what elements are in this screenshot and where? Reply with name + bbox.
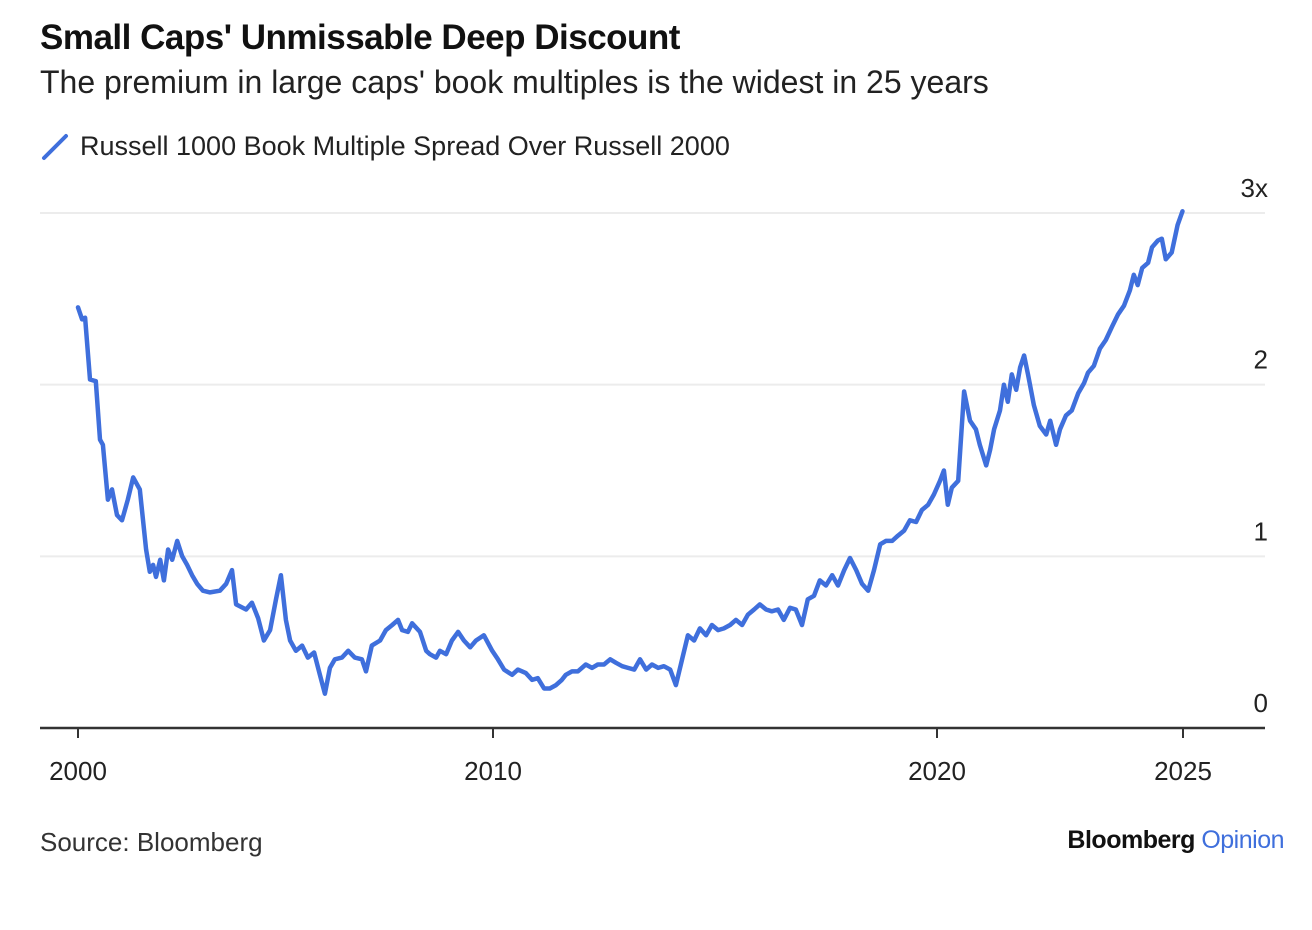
legend-label: Russell 1000 Book Multiple Spread Over R… bbox=[80, 131, 730, 161]
y-tick-label: 1 bbox=[1254, 516, 1268, 546]
x-tick-label: 2020 bbox=[908, 756, 966, 786]
x-tick-label: 2025 bbox=[1154, 756, 1212, 786]
chart-title: Small Caps' Unmissable Deep Discount bbox=[40, 18, 680, 57]
series-line bbox=[75, 209, 1185, 696]
chart-subtitle: The premium in large caps' book multiple… bbox=[40, 64, 989, 100]
legend-line-icon bbox=[42, 133, 68, 160]
y-tick-label: 2 bbox=[1254, 345, 1268, 375]
x-tick-label: 2000 bbox=[49, 756, 107, 786]
brand-name: Bloomberg bbox=[1067, 826, 1195, 854]
y-tick-label: 3x bbox=[1241, 173, 1268, 203]
brand-suffix: Opinion bbox=[1201, 826, 1284, 854]
x-tick-label: 2010 bbox=[464, 756, 522, 786]
legend: Russell 1000 Book Multiple Spread Over R… bbox=[40, 131, 730, 162]
source-note: Source: Bloomberg bbox=[40, 827, 263, 857]
y-tick-label: 0 bbox=[1254, 688, 1268, 718]
brand-logo: Bloomberg Opinion bbox=[1067, 826, 1284, 855]
